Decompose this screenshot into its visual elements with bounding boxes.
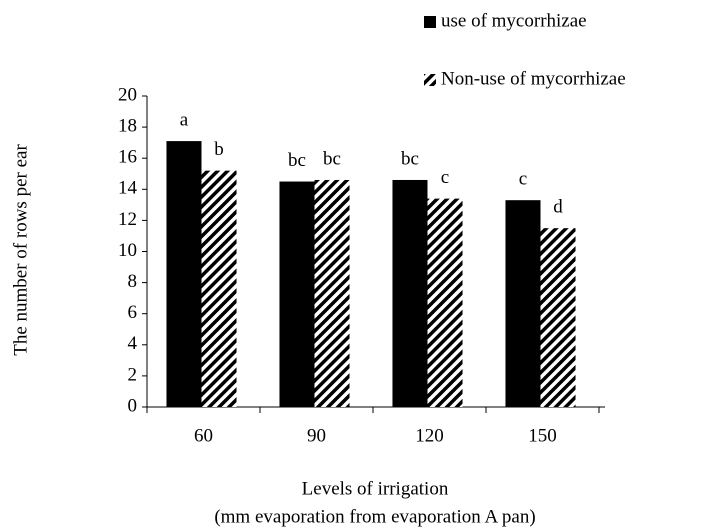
y-tick-label: 0 (128, 395, 138, 416)
y-tick-label: 14 (118, 178, 138, 199)
x-tick-label: 90 (307, 425, 326, 446)
legend-label: use of mycorrhizae (441, 10, 587, 31)
bar-letter: b (214, 139, 224, 160)
bar (279, 181, 315, 407)
x-axis-subtitle: (mm evaporation from evaporation A pan) (214, 506, 535, 527)
bar (166, 141, 202, 407)
y-tick-label: 16 (118, 147, 137, 168)
x-axis-title: Levels of irrigation (302, 478, 449, 499)
x-tick-label: 150 (528, 425, 557, 446)
bar (427, 198, 463, 407)
bar-letter: bc (401, 148, 419, 169)
bar-letter: c (519, 169, 527, 190)
bar-letter: bc (288, 150, 306, 171)
y-tick-label: 6 (128, 302, 138, 323)
y-tick-label: 20 (118, 84, 137, 105)
y-tick-label: 18 (118, 115, 137, 136)
y-axis-title: The number of rows per ear (10, 144, 31, 356)
x-tick-label: 120 (415, 425, 444, 446)
legend-label: Non-use of mycorrhizae (441, 68, 626, 89)
bar (201, 170, 237, 407)
bar (505, 200, 541, 407)
y-tick-label: 2 (128, 364, 138, 385)
bar-letter: c (441, 167, 449, 188)
legend-swatch (424, 16, 436, 28)
y-tick-label: 8 (128, 271, 138, 292)
bar-letter: a (180, 109, 189, 130)
bar (314, 179, 350, 407)
y-tick-label: 12 (118, 209, 137, 230)
x-tick-label: 60 (194, 425, 213, 446)
y-tick-label: 10 (118, 240, 137, 261)
bar-letter: d (553, 197, 563, 218)
bar (540, 228, 576, 407)
legend-swatch (424, 74, 436, 86)
y-tick-label: 4 (128, 333, 138, 354)
bar (392, 179, 428, 407)
bar-letter: bc (323, 148, 341, 169)
